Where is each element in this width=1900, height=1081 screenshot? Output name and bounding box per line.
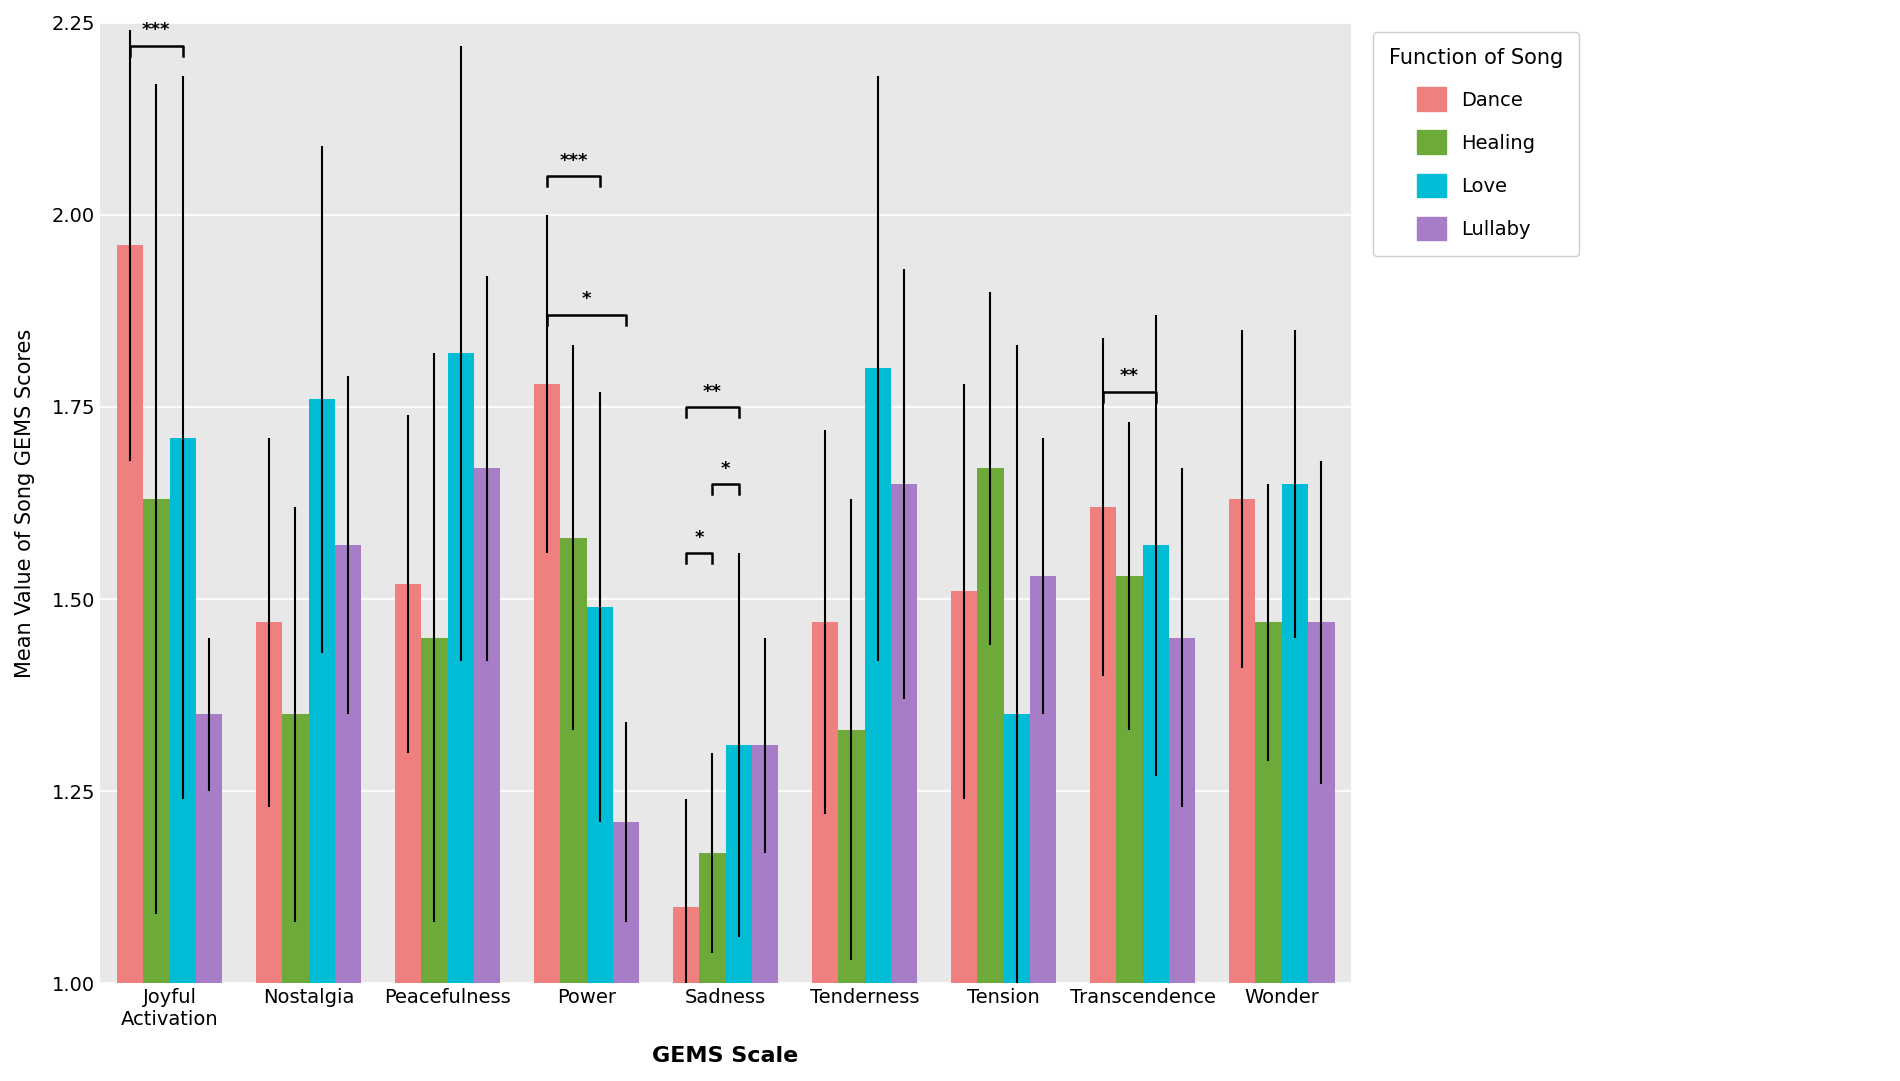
- Legend: Dance, Healing, Love, Lullaby: Dance, Healing, Love, Lullaby: [1374, 32, 1579, 256]
- Bar: [950, 591, 977, 1081]
- Bar: [256, 623, 281, 1081]
- Bar: [752, 745, 779, 1081]
- Bar: [395, 584, 422, 1081]
- Bar: [1091, 507, 1117, 1081]
- Bar: [811, 623, 838, 1081]
- Text: *: *: [581, 291, 591, 308]
- Bar: [448, 353, 473, 1081]
- Bar: [838, 730, 864, 1081]
- Bar: [560, 537, 587, 1081]
- Bar: [1142, 545, 1168, 1081]
- Bar: [334, 545, 361, 1081]
- Bar: [614, 822, 640, 1081]
- Text: *: *: [694, 529, 703, 547]
- Bar: [699, 853, 726, 1081]
- Bar: [473, 468, 500, 1081]
- Text: **: **: [703, 383, 722, 401]
- Bar: [422, 638, 448, 1081]
- Bar: [1003, 715, 1030, 1081]
- Bar: [1256, 623, 1282, 1081]
- Bar: [1307, 623, 1334, 1081]
- X-axis label: GEMS Scale: GEMS Scale: [652, 1046, 798, 1066]
- Bar: [891, 484, 918, 1081]
- Bar: [196, 715, 222, 1081]
- Bar: [1168, 638, 1195, 1081]
- Bar: [1229, 499, 1256, 1081]
- Bar: [169, 438, 196, 1081]
- Bar: [1117, 576, 1142, 1081]
- Bar: [116, 245, 142, 1081]
- Bar: [726, 745, 752, 1081]
- Bar: [534, 384, 560, 1081]
- Bar: [977, 468, 1003, 1081]
- Bar: [281, 715, 308, 1081]
- Text: ***: ***: [142, 22, 171, 39]
- Text: **: **: [1119, 368, 1138, 385]
- Y-axis label: Mean Value of Song GEMS Scores: Mean Value of Song GEMS Scores: [15, 329, 34, 678]
- Bar: [1030, 576, 1056, 1081]
- Bar: [1282, 484, 1307, 1081]
- Bar: [587, 606, 614, 1081]
- Bar: [673, 907, 699, 1081]
- Bar: [308, 399, 334, 1081]
- Text: ***: ***: [559, 152, 587, 170]
- Text: *: *: [720, 459, 730, 478]
- Bar: [142, 499, 169, 1081]
- Bar: [864, 369, 891, 1081]
